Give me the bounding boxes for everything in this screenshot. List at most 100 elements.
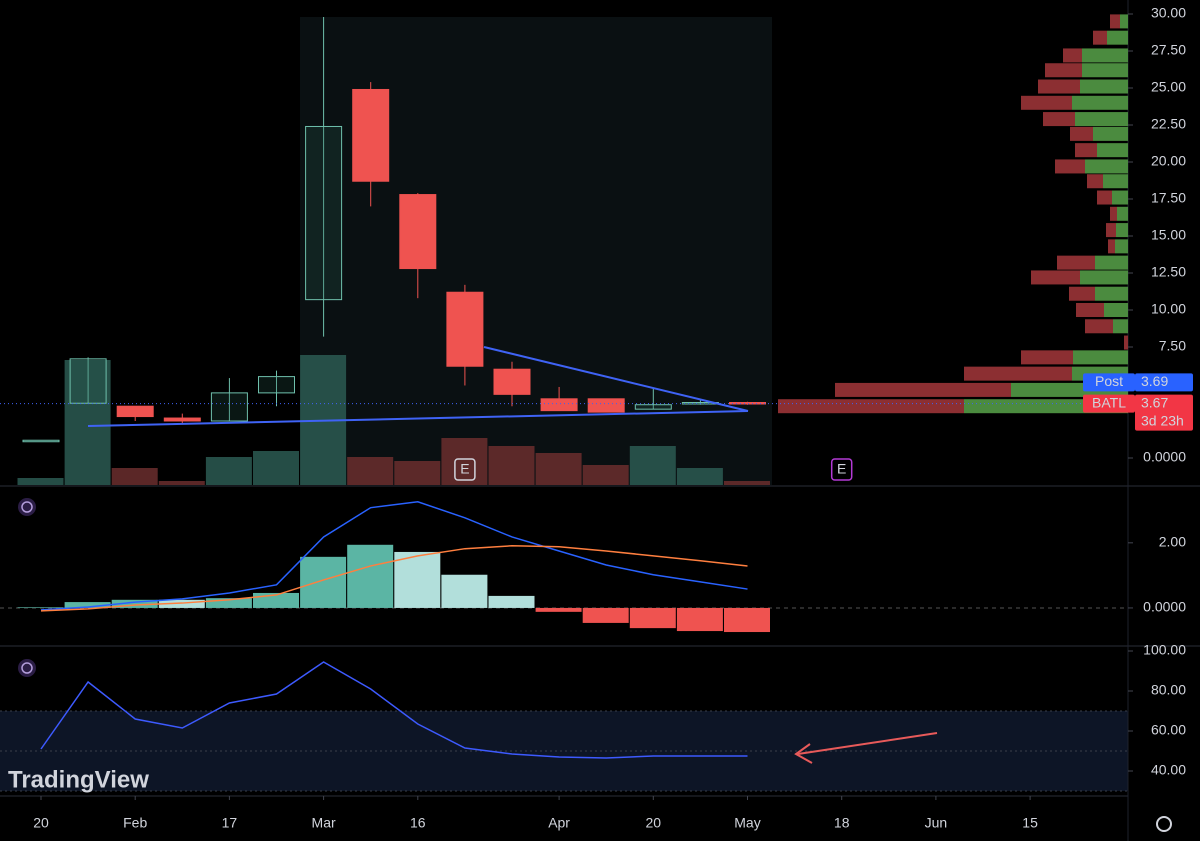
y-tick-label: 0.0000 (1143, 449, 1186, 465)
histogram-bar (488, 595, 535, 608)
line (40, 501, 748, 611)
indicator-icon-glyph (21, 662, 33, 674)
candle-body (210, 392, 248, 422)
histogram-bar (300, 556, 347, 608)
event-label: E (460, 461, 469, 477)
profile-up (1120, 14, 1128, 29)
histogram-bar (17, 607, 64, 608)
y-tick-label: 27.50 (1151, 42, 1186, 58)
y-tick-label: 22.50 (1151, 116, 1186, 132)
volume-bar (724, 481, 770, 485)
histogram-bar (629, 607, 676, 629)
watermark: TradingView (8, 766, 149, 793)
x-tick-label: May (734, 815, 760, 831)
x-tick-label: Apr (548, 815, 570, 831)
candle-body (446, 291, 484, 367)
histogram-bar (158, 599, 205, 608)
profile-up (1093, 126, 1128, 141)
profile-down (1043, 112, 1075, 127)
candle-body (305, 125, 343, 301)
y-tick-label: 60.00 (1151, 722, 1186, 738)
profile-down (1045, 63, 1082, 78)
profile-up (1095, 255, 1128, 270)
indicator-icon[interactable] (18, 659, 36, 677)
price-label-name: BATL (1092, 394, 1126, 410)
profile-up (1097, 143, 1128, 158)
volume-bar (253, 451, 299, 485)
candle-body (352, 88, 390, 182)
volume-bar (111, 468, 158, 485)
profile-down (1057, 255, 1095, 270)
profile-down (1124, 335, 1128, 350)
profile-down (1110, 206, 1117, 221)
profile-down (1070, 126, 1093, 141)
profile-up (1112, 190, 1128, 205)
profile-down (1063, 48, 1082, 63)
profile-down (964, 366, 1072, 381)
y-tick-label: 2.00 (1159, 534, 1186, 550)
x-tick-label: 15 (1022, 815, 1038, 831)
profile-down (1097, 190, 1112, 205)
profile-down (1031, 270, 1080, 285)
x-tick-label: Feb (123, 815, 147, 831)
trend-line (483, 346, 749, 412)
histogram-bar (535, 607, 582, 612)
arrow-head (794, 743, 813, 764)
x-tick-label: 20 (646, 815, 662, 831)
profile-down (1085, 319, 1113, 334)
candle-body (22, 439, 60, 443)
profile-down (1110, 14, 1120, 29)
candle-body (540, 398, 578, 412)
x-tick-label: 17 (222, 815, 238, 831)
event-box (454, 458, 476, 481)
volume-bar (629, 446, 676, 485)
y-tick-label: 0.0000 (1143, 599, 1186, 615)
candle-body (116, 405, 154, 418)
volume-bar (676, 468, 723, 485)
y-tick-label: 100.00 (1143, 642, 1186, 658)
price-label-name: Post (1095, 373, 1123, 389)
event-label: E (837, 461, 846, 477)
indicator-icon[interactable] (18, 498, 36, 516)
y-tick-label: 25.00 (1151, 79, 1186, 95)
profile-down (1093, 30, 1107, 45)
volume-bar (347, 457, 394, 485)
x-tick-label: 20 (33, 815, 49, 831)
y-tick-label: 12.50 (1151, 264, 1186, 280)
volume-bar (158, 481, 205, 485)
x-tick-label: Jun (925, 815, 948, 831)
volume-bar (205, 457, 252, 485)
profile-up (1103, 174, 1128, 189)
candle-body (493, 368, 531, 395)
histogram-bar (111, 599, 158, 608)
profile-up (1116, 223, 1128, 238)
histogram-bar (441, 574, 488, 608)
profile-down (1038, 79, 1080, 94)
profile-up (1082, 63, 1128, 78)
y-tick-label: 30.00 (1151, 5, 1186, 21)
candle-body (163, 417, 201, 422)
settings-icon[interactable] (1156, 816, 1172, 832)
arrow (797, 732, 938, 755)
profile-up (1107, 30, 1128, 45)
trend-line (87, 410, 749, 427)
profile-down (1069, 286, 1095, 301)
y-tick-label: 20.00 (1151, 153, 1186, 169)
profile-up (1075, 112, 1128, 127)
profile-down (778, 399, 964, 414)
candle-body (69, 358, 107, 404)
price-label-bg (1135, 394, 1193, 431)
price-label-bg (1083, 394, 1135, 413)
profile-down (1076, 303, 1104, 317)
histogram-bar (582, 607, 629, 623)
volume-bar (582, 465, 629, 485)
profile-down (835, 382, 1011, 397)
histogram-bar (64, 602, 111, 608)
profile-down (1108, 239, 1115, 254)
y-tick-label: 80.00 (1151, 682, 1186, 698)
x-tick-label: 18 (834, 815, 850, 831)
profile-up (1115, 239, 1128, 254)
price-label-bg (1083, 373, 1135, 392)
